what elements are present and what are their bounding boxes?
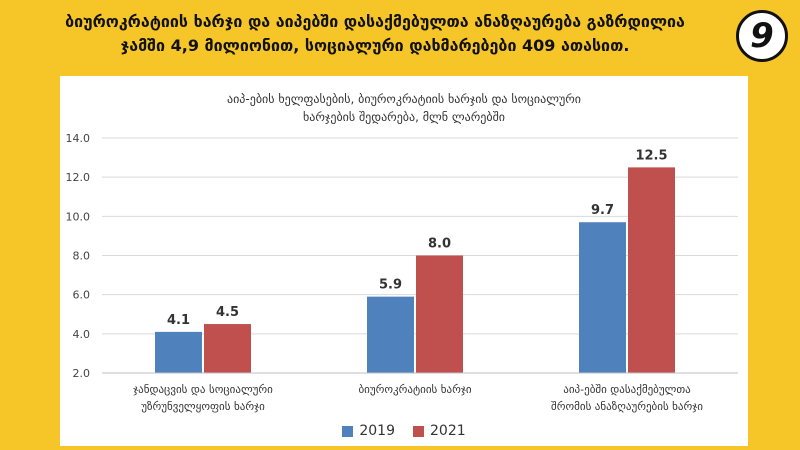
data-label-2019-1: 5.9 bbox=[379, 278, 402, 293]
data-label-2019-0: 4.1 bbox=[167, 313, 190, 328]
legend-label-2021: 2021 bbox=[430, 423, 466, 439]
data-label-2021-1: 8.0 bbox=[428, 237, 451, 252]
chart-title-line-2: ხარჯების შედარება, მლნ ლარებში bbox=[302, 110, 506, 124]
category-label: შრომის ანაზღაურების ხარჯი bbox=[551, 400, 703, 413]
y-tick-label: 4.0 bbox=[73, 328, 91, 341]
headline-line-2: ჯამში 4,9 მილიონით, სოციალური დახმარებებ… bbox=[120, 36, 630, 55]
headline: ბიუროკრატიის ხარჯი და აიპებში დასაქმებულ… bbox=[20, 10, 730, 58]
headline-line-1: ბიუროკრატიის ხარჯი და აიპებში დასაქმებულ… bbox=[65, 12, 685, 31]
category-label: აიპ-ებში დასაქმებულთა bbox=[563, 383, 691, 396]
legend-label-2019: 2019 bbox=[359, 423, 395, 439]
chart-panel: აიპ-ების ხელფასების, ბიუროკრატიის ხარჯის… bbox=[60, 76, 748, 446]
y-tick-label: 12.0 bbox=[66, 171, 91, 184]
y-tick-label: 2.0 bbox=[73, 367, 91, 380]
legend-item-2021: 2021 bbox=[413, 423, 466, 439]
legend-item-2019: 2019 bbox=[342, 423, 395, 439]
slide-number-badge: 9 bbox=[736, 10, 788, 62]
legend-swatch-2021 bbox=[413, 425, 424, 437]
chart-legend: 2019 2021 bbox=[60, 423, 748, 439]
bar-2021-0 bbox=[204, 324, 251, 373]
bar-2019-0 bbox=[155, 331, 202, 373]
y-tick-label: 10.0 bbox=[66, 210, 91, 223]
header-banner: ბიუროკრატიის ხარჯი და აიპებში დასაქმებულ… bbox=[0, 0, 800, 68]
legend-swatch-2019 bbox=[342, 425, 354, 437]
bar-2021-2 bbox=[628, 167, 675, 373]
bar-2021-1 bbox=[416, 255, 463, 373]
category-label: უზრუნველყოფის ხარჯი bbox=[141, 400, 265, 413]
data-label-2021-2: 12.5 bbox=[635, 148, 667, 163]
category-label: ჯანდაცვის და სოციალური bbox=[133, 383, 273, 396]
data-label-2021-0: 4.5 bbox=[216, 305, 239, 320]
bar-2019-2 bbox=[579, 222, 626, 373]
category-label: ბიუროკრატიის ხარჯი bbox=[358, 383, 471, 396]
y-tick-label: 8.0 bbox=[73, 250, 91, 263]
bar-2019-1 bbox=[367, 296, 414, 373]
y-tick-label: 14.0 bbox=[66, 132, 91, 145]
y-tick-label: 6.0 bbox=[73, 289, 91, 302]
bar-chart: 2.0 4.0 6.0 8.0 10.0 12.0 14.0 4.1 4.5 ჯანდაცვის … bbox=[66, 132, 738, 413]
chart-title: აიპ-ების ხელფასების, ბიუროკრატიის ხარჯის… bbox=[60, 90, 748, 126]
data-label-2019-2: 9.7 bbox=[591, 203, 614, 218]
chart-title-line-1: აიპ-ების ხელფასების, ბიუროკრატიის ხარჯის… bbox=[227, 92, 581, 106]
